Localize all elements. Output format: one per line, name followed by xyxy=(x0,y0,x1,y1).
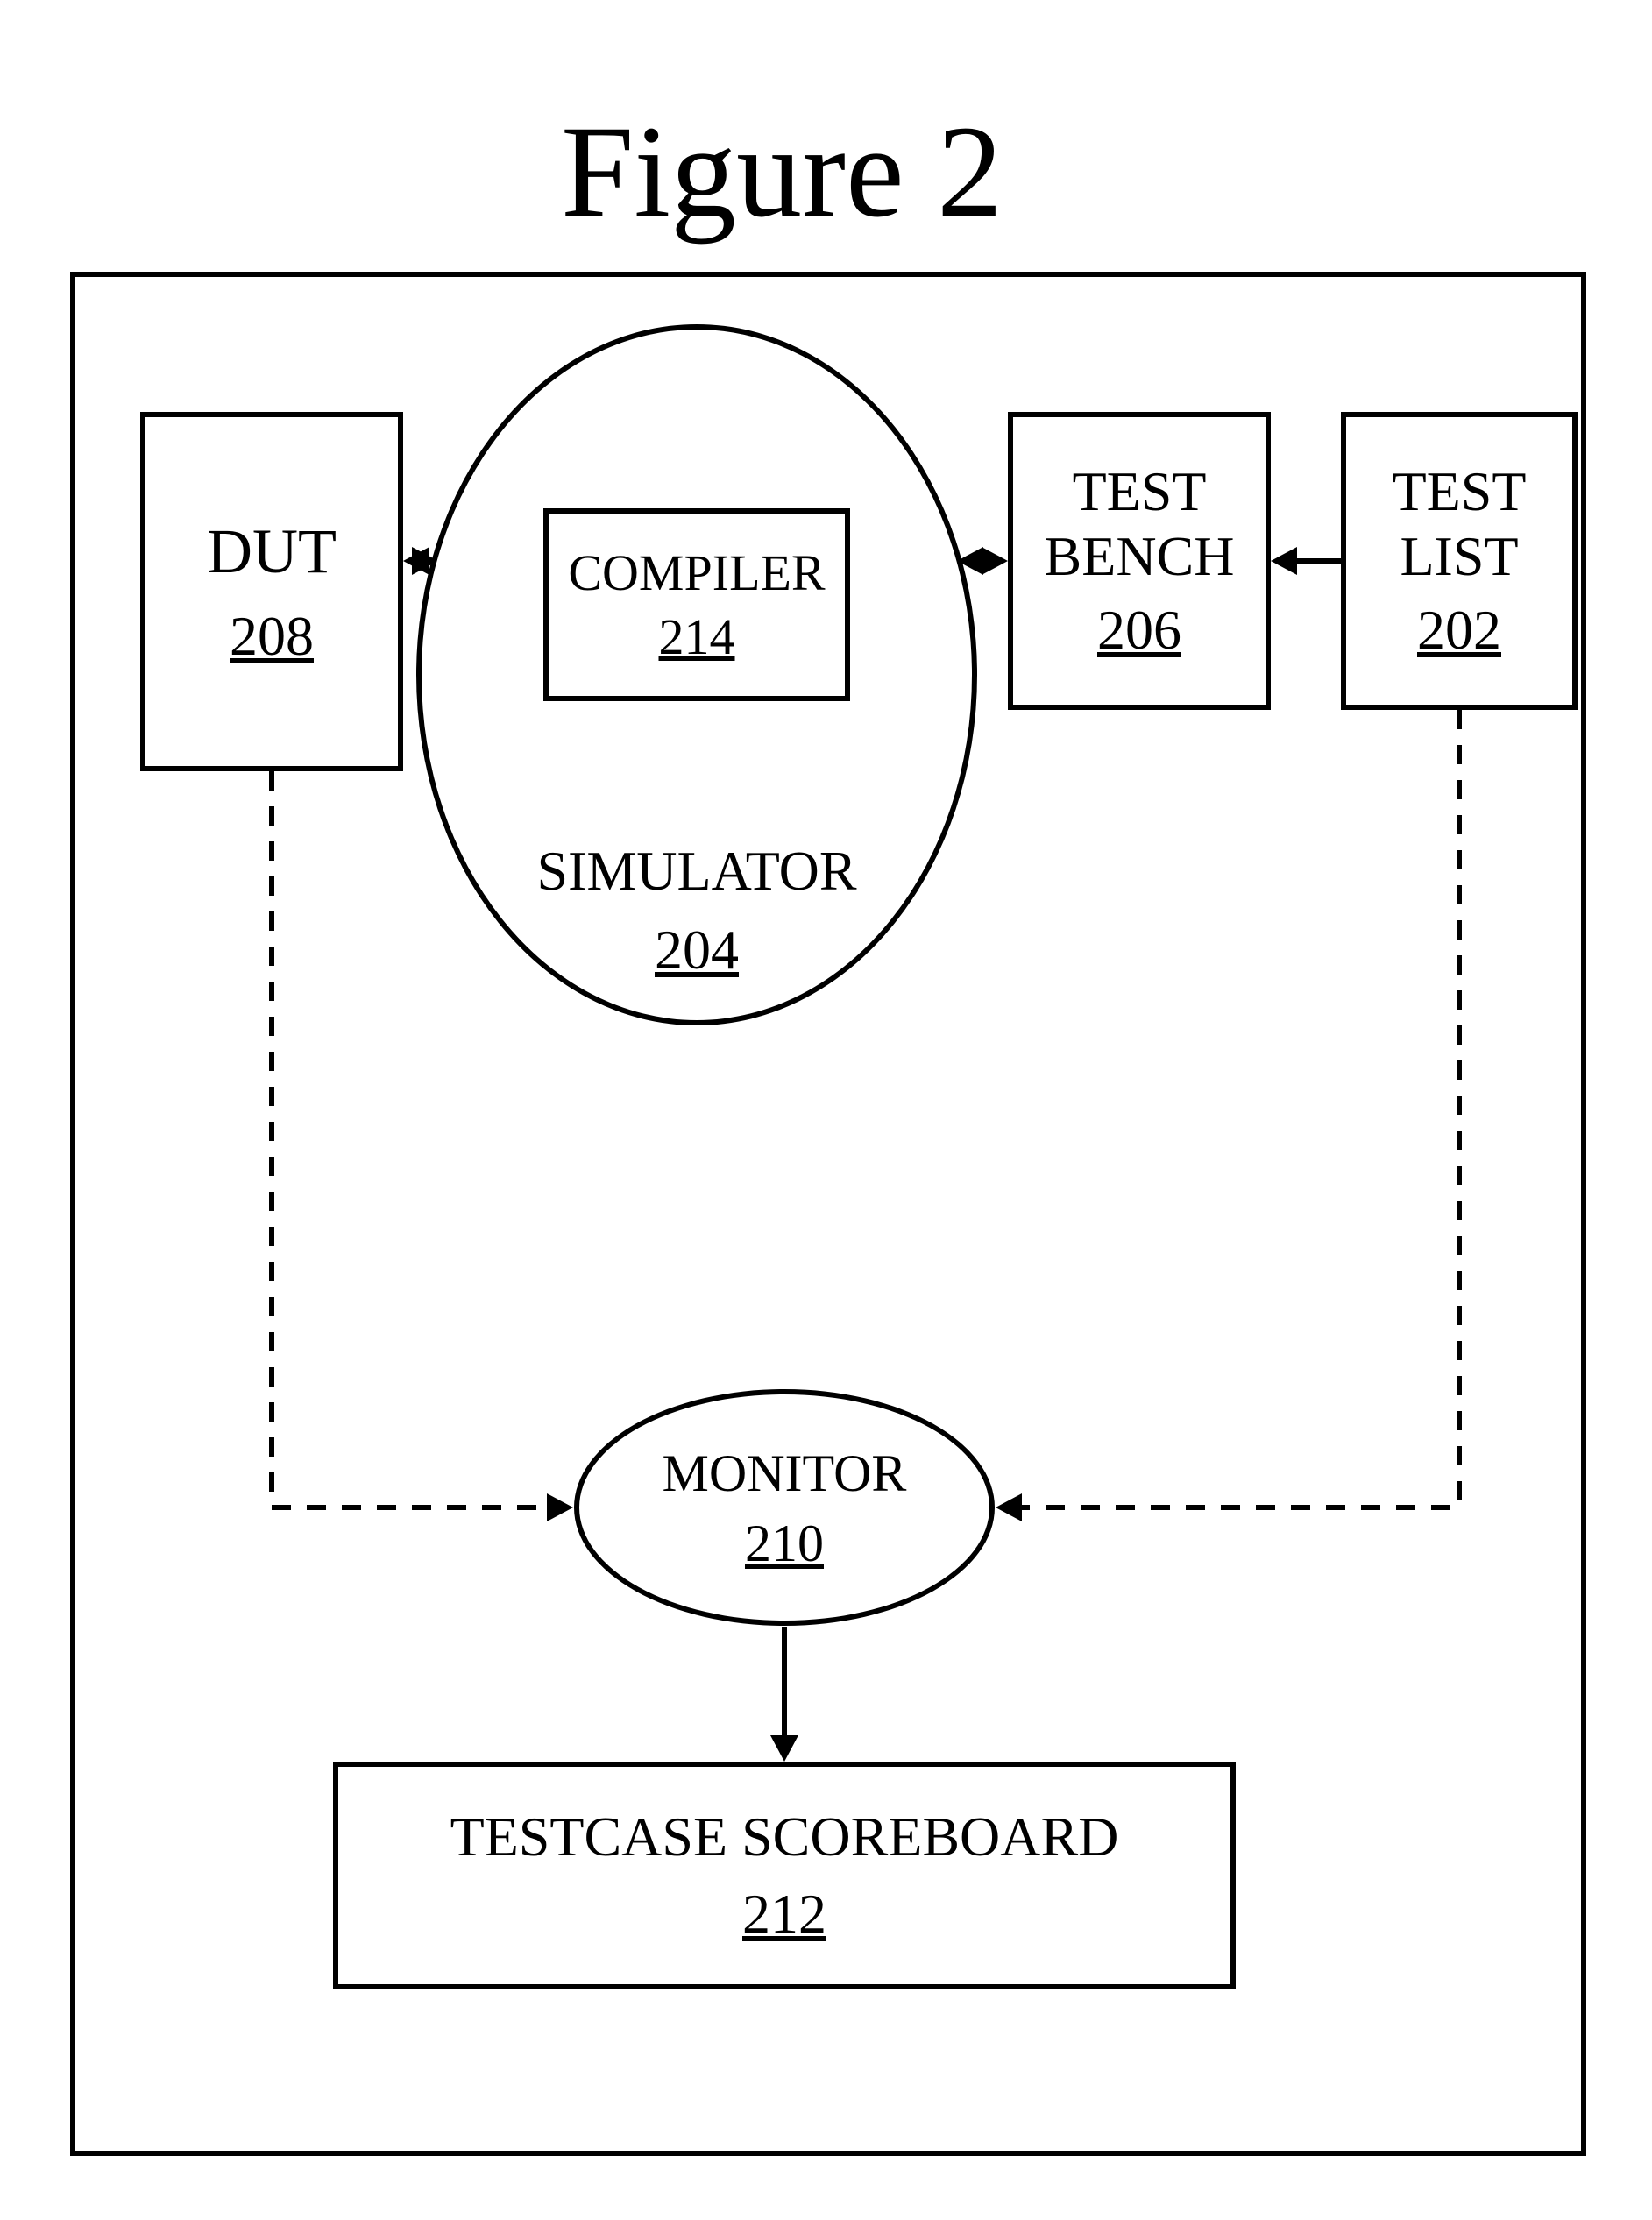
compiler-number: 214 xyxy=(659,607,735,666)
dut-node: DUT 208 xyxy=(140,412,403,771)
test-list-number: 202 xyxy=(1417,598,1501,663)
test-bench-number: 206 xyxy=(1097,598,1181,663)
scoreboard-node: TESTCASE SCOREBOARD 212 xyxy=(333,1762,1236,1989)
scoreboard-number: 212 xyxy=(742,1882,826,1947)
monitor-node xyxy=(574,1389,995,1626)
test-bench-node: TEST BENCH 206 xyxy=(1008,412,1271,710)
test-list-node: TEST LIST 202 xyxy=(1341,412,1578,710)
simulator-number: 204 xyxy=(644,920,749,979)
scoreboard-label: TESTCASE SCOREBOARD xyxy=(450,1805,1119,1869)
dut-label: DUT xyxy=(207,515,337,588)
figure-title: Figure 2 xyxy=(561,96,1003,247)
monitor-label: MONITOR xyxy=(627,1446,942,1501)
dut-number: 208 xyxy=(230,604,314,669)
test-bench-label-2: BENCH xyxy=(1045,524,1235,589)
test-list-label-1: TEST xyxy=(1393,459,1527,524)
compiler-label: COMPILER xyxy=(568,543,825,602)
test-bench-label-1: TEST xyxy=(1073,459,1207,524)
simulator-label: SIMULATOR xyxy=(530,841,863,900)
compiler-node: COMPILER 214 xyxy=(543,508,850,701)
diagram-stage: Figure 2 SIMULATOR 204 COMPILER 214 TEST… xyxy=(0,0,1652,2220)
test-list-label-2: LIST xyxy=(1400,524,1518,589)
monitor-number: 210 xyxy=(732,1516,837,1571)
